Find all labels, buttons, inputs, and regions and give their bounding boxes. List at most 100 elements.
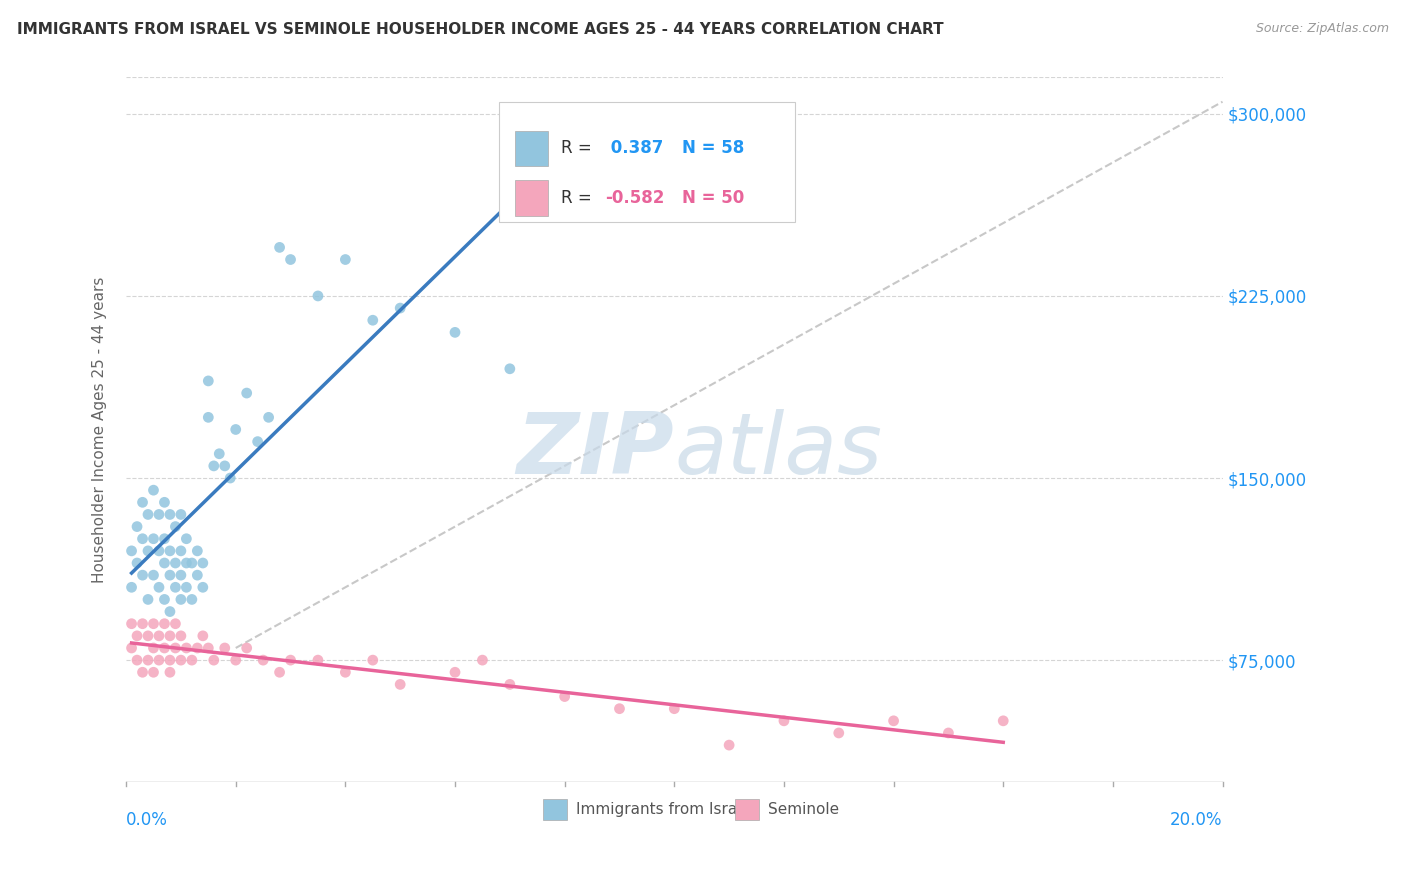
Point xyxy=(828,726,851,740)
Text: R =: R = xyxy=(561,189,598,207)
Point xyxy=(664,701,686,715)
Point xyxy=(269,240,291,254)
Point xyxy=(159,508,181,522)
Point xyxy=(235,640,257,655)
Point xyxy=(148,544,170,558)
Point xyxy=(142,568,165,582)
Point xyxy=(252,653,274,667)
Point xyxy=(125,653,148,667)
Point xyxy=(176,640,198,655)
Point xyxy=(131,532,153,546)
Point xyxy=(186,640,208,655)
Point xyxy=(165,616,187,631)
Point xyxy=(499,361,522,376)
Point xyxy=(444,665,467,680)
Point xyxy=(125,629,148,643)
Point xyxy=(176,580,198,594)
Point xyxy=(159,568,181,582)
Point xyxy=(142,616,165,631)
Point xyxy=(202,653,225,667)
Point xyxy=(214,640,236,655)
Point xyxy=(361,653,384,667)
Text: 0.0%: 0.0% xyxy=(127,811,167,829)
Text: Source: ZipAtlas.com: Source: ZipAtlas.com xyxy=(1256,22,1389,36)
Point xyxy=(180,653,202,667)
Point xyxy=(257,410,280,425)
Point xyxy=(471,653,494,667)
Point xyxy=(136,592,159,607)
Text: N = 50: N = 50 xyxy=(682,189,744,207)
Text: ZIP: ZIP xyxy=(516,409,675,492)
Point xyxy=(148,653,170,667)
Point xyxy=(142,532,165,546)
Point xyxy=(773,714,796,728)
Point xyxy=(307,653,329,667)
Point xyxy=(225,653,247,667)
Point xyxy=(121,580,143,594)
Point xyxy=(280,252,302,267)
Point xyxy=(153,616,176,631)
Point xyxy=(159,629,181,643)
Text: 20.0%: 20.0% xyxy=(1170,811,1223,829)
Point xyxy=(159,665,181,680)
Point xyxy=(191,629,214,643)
Point xyxy=(170,629,193,643)
Point xyxy=(225,422,247,436)
Point xyxy=(131,568,153,582)
Point xyxy=(444,326,467,340)
Point xyxy=(389,301,412,315)
Bar xyxy=(543,799,567,821)
Point xyxy=(197,640,219,655)
Point xyxy=(170,653,193,667)
Point xyxy=(153,640,176,655)
Point xyxy=(219,471,242,485)
Point xyxy=(121,544,143,558)
Point xyxy=(153,592,176,607)
Y-axis label: Householder Income Ages 25 - 44 years: Householder Income Ages 25 - 44 years xyxy=(93,277,107,582)
Point xyxy=(180,556,202,570)
Point xyxy=(335,252,357,267)
Point xyxy=(165,519,187,533)
Bar xyxy=(516,180,548,216)
Point xyxy=(197,374,219,388)
Text: Seminole: Seminole xyxy=(768,802,838,817)
Point xyxy=(165,556,187,570)
Point xyxy=(191,580,214,594)
Text: N = 58: N = 58 xyxy=(682,139,744,157)
Point xyxy=(180,592,202,607)
Point xyxy=(176,556,198,570)
Point xyxy=(214,458,236,473)
Point xyxy=(938,726,960,740)
Point xyxy=(165,640,187,655)
Point xyxy=(148,580,170,594)
Point xyxy=(125,556,148,570)
Text: atlas: atlas xyxy=(675,409,883,492)
Point xyxy=(499,677,522,691)
Point xyxy=(153,556,176,570)
Text: IMMIGRANTS FROM ISRAEL VS SEMINOLE HOUSEHOLDER INCOME AGES 25 - 44 YEARS CORRELA: IMMIGRANTS FROM ISRAEL VS SEMINOLE HOUSE… xyxy=(17,22,943,37)
Point xyxy=(307,289,329,303)
Point xyxy=(246,434,269,449)
Point xyxy=(142,640,165,655)
Point xyxy=(170,544,193,558)
Point xyxy=(170,568,193,582)
Point xyxy=(148,508,170,522)
Point xyxy=(186,568,208,582)
Text: -0.582: -0.582 xyxy=(605,189,665,207)
Point xyxy=(131,495,153,509)
Point xyxy=(153,532,176,546)
Point xyxy=(202,458,225,473)
Point xyxy=(554,690,576,704)
Point xyxy=(136,544,159,558)
Point xyxy=(235,386,257,401)
Point xyxy=(389,677,412,691)
Point xyxy=(142,665,165,680)
Text: R =: R = xyxy=(561,139,598,157)
Point xyxy=(159,653,181,667)
Text: Immigrants from Israel: Immigrants from Israel xyxy=(575,802,751,817)
Text: 0.387: 0.387 xyxy=(605,139,664,157)
Point xyxy=(269,665,291,680)
Point xyxy=(142,483,165,498)
Point xyxy=(208,447,231,461)
Point xyxy=(153,495,176,509)
